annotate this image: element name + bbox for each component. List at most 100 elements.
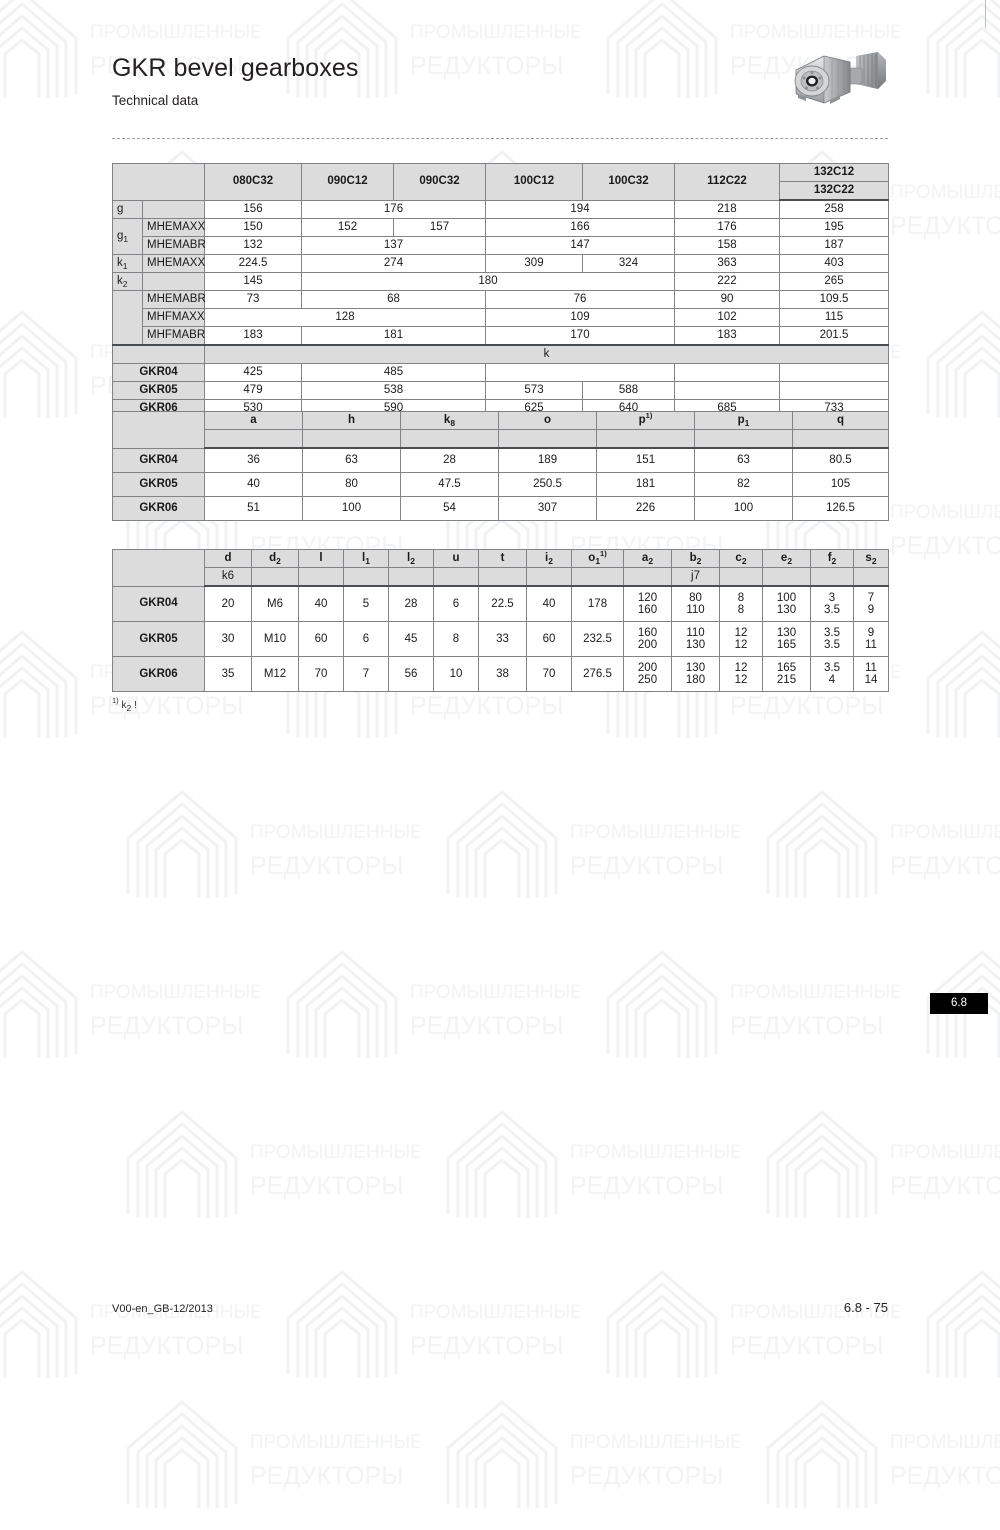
table3-cell: 40 (298, 585, 344, 622)
table1-cell: 102 (674, 308, 780, 327)
table2-cell: 181 (596, 472, 695, 497)
table1-cell: 156 (204, 199, 302, 219)
table2-cell: 226 (596, 496, 695, 521)
table3-tolerance-row: k6 j7 (113, 567, 889, 587)
col-d: d (204, 549, 252, 568)
tolerance-e2 (762, 567, 811, 587)
tolerance-c2 (719, 567, 763, 587)
table2-row: GKR05 40 80 47.5 250.5 181 82 105 (112, 472, 889, 497)
table1-cell: 258 (779, 199, 889, 219)
table3-cell: 70 (526, 656, 572, 692)
table3-cell: 28 (388, 585, 434, 622)
table2-cell: 63 (694, 447, 793, 473)
table1-cell: 76 (485, 290, 675, 309)
table3-cell: 56 (388, 656, 434, 692)
col-l2: l2 (388, 549, 434, 568)
table1-cell: 157 (393, 218, 486, 237)
table1-k-row-label: GKR04 (112, 363, 205, 382)
table3-cell: 6 (343, 621, 389, 657)
table1-row: MHFMAXX 128 109 102 115 (113, 308, 889, 327)
col-q: q (792, 411, 889, 430)
table1-cell: 180 (301, 272, 675, 291)
table1-cell: 115 (779, 308, 889, 327)
table-dimensions-by-motor-size: 080C32 090C12 090C32 100C12 100C32 112C2… (112, 163, 889, 418)
table3-cell-dual: 3.5 3.5 (810, 621, 854, 657)
table1-row-label: k2 (112, 272, 143, 291)
col-s2: s2 (853, 549, 889, 568)
footer-document-code: V00-en_GB-12/2013 (112, 1303, 213, 1315)
col-t: t (478, 549, 527, 568)
tolerance-i2 (526, 567, 572, 587)
table1-k-row: GKR04 425 485 (112, 363, 889, 382)
table2-cell: 126.5 (792, 496, 889, 521)
table1-row-label: g (112, 199, 143, 219)
table1-cell: 109 (485, 308, 675, 327)
table1-k-cell: 425 (204, 363, 302, 382)
table2-cell: 151 (596, 447, 695, 473)
bevel-gearbox-photo (782, 48, 888, 110)
col-o: o (498, 411, 597, 430)
table3-cell: M6 (251, 585, 299, 622)
table1-cell: 324 (582, 254, 675, 273)
table1-cell: 403 (779, 254, 889, 273)
table1-k-cell: 573 (485, 381, 583, 400)
table1-cell: 158 (674, 236, 780, 255)
table1-cell: 90 (674, 290, 780, 309)
table1-cell: 218 (674, 199, 780, 219)
table3-row: GKR05 30 M10 60 6 45 8 33 60 232.5 160 200 110 130 12 1… (112, 621, 889, 657)
table2-sub-p (596, 429, 695, 449)
table2-cell: 100 (694, 496, 793, 521)
col-c2: c2 (719, 549, 763, 568)
table1-row: g 156 176 194 218 258 (112, 199, 889, 219)
table1-cell: 183 (204, 326, 302, 346)
table2-row: GKR06 51 100 54 307 226 100 126.5 (112, 496, 889, 521)
table2-cell: 250.5 (498, 472, 597, 497)
table3-cell: 276.5 (571, 656, 624, 692)
table3-cell: 35 (204, 656, 252, 692)
table3-cell: 178 (571, 585, 624, 622)
table1-row-sublabel (142, 199, 205, 219)
table3-cell: 38 (478, 656, 527, 692)
table3-cell-dual: 9 11 (853, 621, 889, 657)
table1-row-sublabel: MHFMABR (142, 326, 205, 346)
table-gkr-dimensions-a-h-k8-o-p-p1-q: a h k8 o p1) p1 q GKR04 36 63 28 189 151 63 80.… (112, 411, 889, 521)
footer-page-number: 6.8 - 75 (843, 1300, 888, 1315)
table2-cell: 47.5 (400, 472, 499, 497)
col-080c32: 080C32 (204, 163, 302, 201)
table3-cell-dual: 3 3.5 (810, 585, 854, 622)
table3-cell-dual: 130 165 (762, 621, 811, 657)
footnote: 1) k2 ! (112, 696, 137, 713)
table1-k-cell: 538 (301, 381, 486, 400)
col-i2: i2 (526, 549, 572, 568)
table1-row-sublabel: MHEMABR (142, 236, 206, 255)
col-100c12: 100C12 (485, 163, 583, 201)
col-u: u (433, 549, 479, 568)
table3-row: GKR04 20 M6 40 5 28 6 22.5 40 178 120 160 80 110 8 8 100… (112, 585, 889, 622)
page-title: GKR bevel gearboxes (112, 54, 359, 82)
tolerance-o1 (571, 567, 624, 587)
col-a: a (204, 411, 303, 430)
table1-k-cell (485, 363, 675, 382)
table1-row-sublabel: MHFMAXX (142, 308, 205, 327)
table1-cell: 145 (204, 272, 302, 291)
col-112c22: 112C22 (674, 163, 780, 201)
table2-cell: 307 (498, 496, 597, 521)
table1-cell: 183 (674, 326, 780, 346)
table2-row-label: GKR04 (112, 447, 205, 473)
col-f2: f2 (810, 549, 854, 568)
page-edge-rule (985, 0, 986, 28)
table1-row: MHEMABR 73 68 76 90 109.5 (112, 290, 889, 346)
table1-row-sublabel: MHEMABR (142, 290, 206, 309)
table1-k-cell (674, 363, 780, 382)
watermark-mark: ПРОМЫШЛЕННЫЕ РЕДУКТОРЫ (120, 1380, 420, 1530)
tolerance-f2 (810, 567, 854, 587)
table2-corner-cell (112, 411, 205, 449)
col-b2: b2 (671, 549, 720, 568)
table1-k-cell: 479 (204, 381, 302, 400)
table1-cell: 363 (674, 254, 780, 273)
watermark-mark: ПРОМЫШЛЕННЫЕ РЕДУКТОРЫ (760, 1380, 1000, 1530)
table1-head: 080C32 090C12 090C32 100C12 100C32 112C2… (112, 163, 889, 201)
table1-cell: 152 (301, 218, 394, 237)
table1-cell: 187 (779, 236, 889, 255)
